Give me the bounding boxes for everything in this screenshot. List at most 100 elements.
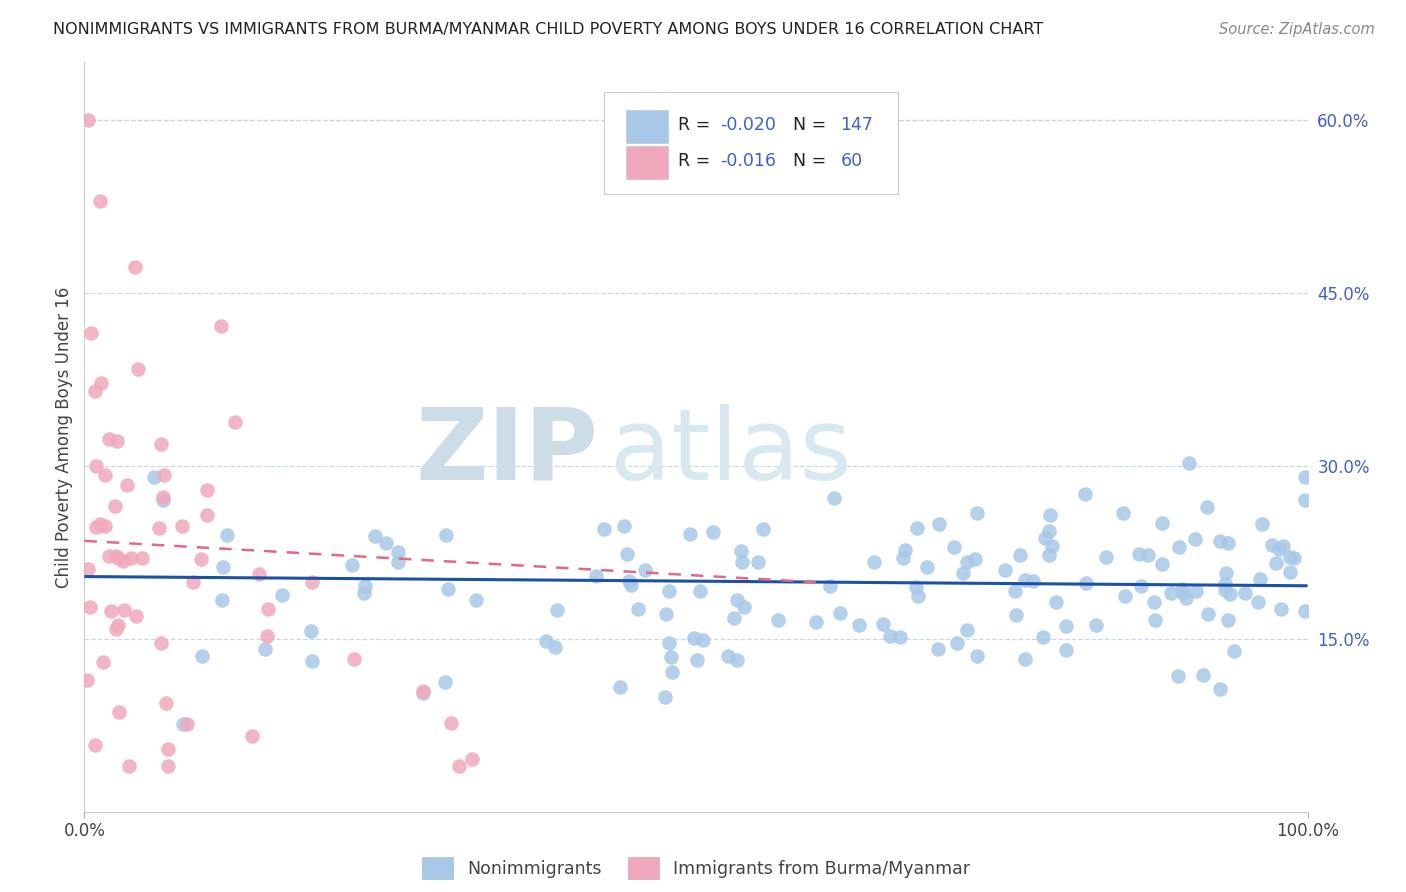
Point <box>546 603 568 617</box>
Point <box>271 588 294 602</box>
Point <box>197 483 219 497</box>
Point <box>1137 548 1160 562</box>
Point <box>730 543 752 558</box>
Point <box>364 529 387 543</box>
Point <box>966 649 988 664</box>
Point <box>1085 618 1108 632</box>
Point <box>1150 516 1173 530</box>
Point <box>340 558 363 573</box>
Point <box>658 584 681 599</box>
Point <box>152 493 174 508</box>
FancyBboxPatch shape <box>626 145 668 178</box>
Point <box>1213 582 1236 597</box>
Point <box>100 604 122 618</box>
Point <box>124 260 146 274</box>
Point <box>84 458 107 473</box>
Point <box>155 696 177 710</box>
Point <box>1247 595 1270 609</box>
Text: NONIMMIGRANTS VS IMMIGRANTS FROM BURMA/MYANMAR CHILD POVERTY AMONG BOYS UNDER 16: NONIMMIGRANTS VS IMMIGRANTS FROM BURMA/M… <box>53 22 1043 37</box>
Point <box>616 547 638 561</box>
Point <box>536 634 558 648</box>
Point <box>1031 630 1053 644</box>
Point <box>224 415 246 429</box>
Point <box>94 468 117 483</box>
Point <box>1022 574 1045 589</box>
Point <box>191 649 214 664</box>
Y-axis label: Child Poverty Among Boys Under 16: Child Poverty Among Boys Under 16 <box>55 286 73 588</box>
Point <box>104 500 127 514</box>
Point <box>1167 669 1189 683</box>
Point <box>725 652 748 666</box>
Point <box>659 649 682 664</box>
Point <box>823 491 845 505</box>
Point <box>1112 506 1135 520</box>
Point <box>1234 586 1257 600</box>
Point <box>84 738 107 752</box>
Point <box>1279 549 1302 564</box>
Point <box>1014 573 1036 587</box>
Point <box>447 758 470 772</box>
Point <box>1114 590 1136 604</box>
Point <box>301 655 323 669</box>
Point <box>86 519 108 533</box>
Point <box>1178 456 1201 470</box>
Point <box>1054 619 1077 633</box>
Point <box>994 563 1017 577</box>
Point <box>1167 540 1189 554</box>
Point <box>1004 584 1026 599</box>
Point <box>190 552 212 566</box>
Point <box>90 376 112 391</box>
Point <box>195 508 218 523</box>
Point <box>464 593 486 607</box>
Point <box>966 506 988 520</box>
Point <box>301 574 323 589</box>
Point <box>209 319 232 334</box>
Text: 60: 60 <box>841 153 862 170</box>
Point <box>1038 548 1060 562</box>
Point <box>1039 508 1062 522</box>
Point <box>1175 591 1198 606</box>
Point <box>1215 566 1237 580</box>
Point <box>1294 493 1316 508</box>
Point <box>702 525 724 540</box>
Point <box>115 478 138 492</box>
Point <box>437 582 460 596</box>
Point <box>1152 557 1174 571</box>
Point <box>1284 550 1306 565</box>
Point <box>152 491 174 505</box>
Point <box>1185 583 1208 598</box>
Point <box>617 574 640 588</box>
Point <box>343 652 366 666</box>
Point <box>107 617 129 632</box>
Point <box>1143 595 1166 609</box>
Point <box>131 551 153 566</box>
Point <box>585 569 607 583</box>
Point <box>627 602 650 616</box>
Point <box>1268 542 1291 557</box>
Point <box>891 550 914 565</box>
Point <box>387 555 409 569</box>
Point <box>544 640 567 654</box>
Point <box>1249 572 1271 586</box>
Point <box>1008 548 1031 562</box>
Point <box>108 705 131 719</box>
Point <box>955 555 977 569</box>
Point <box>374 536 396 550</box>
Point <box>1271 539 1294 553</box>
Point <box>172 716 194 731</box>
Point <box>716 648 738 663</box>
Text: N =: N = <box>782 116 831 134</box>
Point <box>76 562 98 576</box>
Point <box>1197 607 1219 621</box>
Text: N =: N = <box>782 153 831 170</box>
Point <box>83 384 105 399</box>
Point <box>98 433 121 447</box>
Point <box>256 629 278 643</box>
Point <box>353 585 375 599</box>
Point <box>240 729 263 743</box>
Point <box>593 522 616 536</box>
Point <box>79 326 101 340</box>
Point <box>1215 576 1237 591</box>
Point <box>412 684 434 698</box>
Text: -0.020: -0.020 <box>720 116 776 134</box>
